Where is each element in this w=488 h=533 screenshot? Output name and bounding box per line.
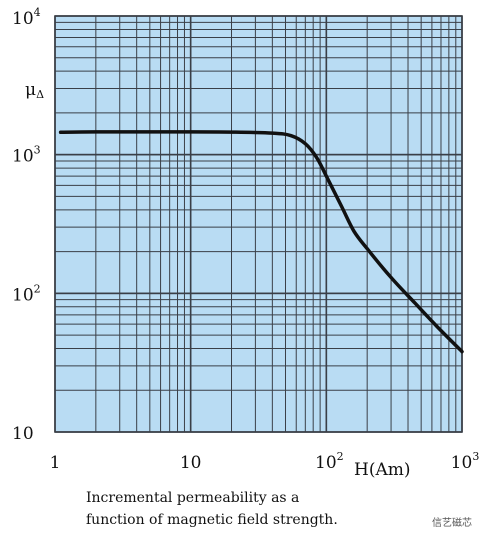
x-tick-label: 10 <box>180 453 202 473</box>
y-tick-label-exponent: 2 <box>34 282 41 295</box>
x-tick-label: 1 <box>50 453 61 473</box>
y-tick-label-base: 10 <box>12 424 34 444</box>
y-tick-label: 10 <box>12 424 34 444</box>
y-tick-label-exponent: 3 <box>34 144 41 157</box>
x-tick-label-base: 1 <box>50 453 61 473</box>
x-tick-label-base: 10 <box>451 453 473 473</box>
plot-frame <box>54 15 463 433</box>
x-axis-label: H(Am) <box>354 460 411 480</box>
x-tick-label: 103 <box>451 450 480 473</box>
y-axis-label-subscript: Δ <box>36 88 44 101</box>
caption-line-2: function of magnetic field strength. <box>86 512 338 528</box>
x-tick-label-exponent: 2 <box>337 450 344 463</box>
grid-lines <box>54 15 463 433</box>
y-axis-label-main: μ <box>25 80 36 100</box>
y-axis-label: μΔ <box>25 80 44 101</box>
x-tick-label-base: 10 <box>180 453 202 473</box>
y-tick-label: 103 <box>12 144 41 167</box>
permeability-curve <box>58 130 464 354</box>
y-tick-label-base: 10 <box>12 9 34 29</box>
figure-caption: Incremental permeability as a function o… <box>86 487 338 531</box>
y-tick-label-base: 10 <box>12 147 34 167</box>
x-tick-label-base: 10 <box>315 453 337 473</box>
plot-area <box>55 16 462 432</box>
y-tick-label-base: 10 <box>12 285 34 305</box>
y-tick-label: 102 <box>12 282 41 305</box>
y-tick-label-exponent: 4 <box>34 6 41 19</box>
x-tick-label: 102 <box>315 450 344 473</box>
x-tick-label-exponent: 3 <box>472 450 479 463</box>
caption-line-1: Incremental permeability as a <box>86 490 300 506</box>
y-tick-label: 104 <box>12 6 41 29</box>
watermark: 信艺磁芯 <box>432 518 472 529</box>
x-tick-labels: 1 10 102 103 <box>50 450 480 473</box>
